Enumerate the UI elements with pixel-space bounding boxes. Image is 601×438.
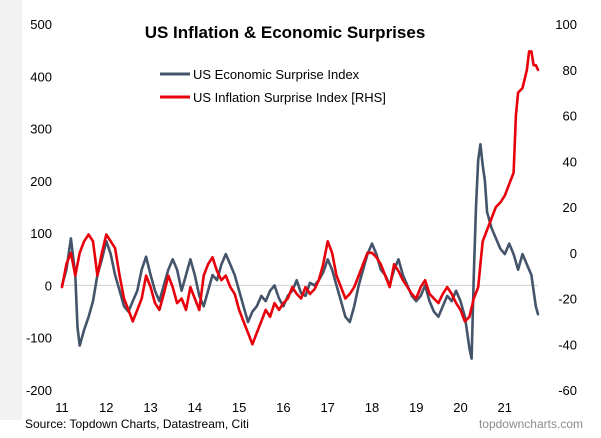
left-tick-label: -100 [26, 331, 52, 346]
left-tick-label: 200 [30, 174, 52, 189]
right-tick-label: -40 [558, 337, 577, 352]
x-tick-label: 14 [188, 400, 202, 415]
x-tick-label: 19 [409, 400, 423, 415]
right-tick-label: 40 [563, 154, 577, 169]
right-tick-label: 100 [555, 17, 577, 32]
right-axis-ticks: 100 80 60 40 20 0 -20 -40 -60 [555, 17, 577, 398]
x-tick-label: 13 [143, 400, 157, 415]
left-margin-panel [0, 0, 22, 420]
series-layer [60, 50, 540, 360]
left-tick-label: 400 [30, 69, 52, 84]
right-tick-label: 20 [563, 200, 577, 215]
series-line-economic-surprise [60, 143, 540, 360]
x-tick-label: 20 [453, 400, 467, 415]
x-tick-label: 21 [498, 400, 512, 415]
right-tick-label: 60 [563, 109, 577, 124]
left-tick-label: 100 [30, 226, 52, 241]
right-tick-label: 0 [570, 246, 577, 261]
legend-label-inflation: US Inflation Surprise Index [RHS] [193, 90, 386, 105]
left-tick-label: 300 [30, 122, 52, 137]
legend: US Economic Surprise Index US Inflation … [160, 67, 386, 105]
x-tick-label: 12 [99, 400, 113, 415]
chart-title: US Inflation & Economic Surprises [145, 23, 426, 42]
left-axis-ticks: 500 400 300 200 100 0 -100 -200 [26, 17, 52, 398]
x-tick-label: 17 [320, 400, 334, 415]
x-axis-ticks: 11 12 13 14 15 16 17 18 19 20 21 [55, 400, 512, 415]
right-tick-label: -60 [558, 383, 577, 398]
legend-label-economic: US Economic Surprise Index [193, 67, 360, 82]
series-line-inflation-surprise [60, 50, 540, 346]
right-tick-label: -20 [558, 292, 577, 307]
left-tick-label: 0 [45, 278, 52, 293]
left-tick-label: -200 [26, 383, 52, 398]
x-tick-label: 18 [365, 400, 379, 415]
x-tick-label: 16 [276, 400, 290, 415]
left-tick-label: 500 [30, 17, 52, 32]
right-tick-label: 80 [563, 63, 577, 78]
x-tick-label: 15 [232, 400, 246, 415]
source-note: Source: Topdown Charts, Datastream, Citi [25, 417, 249, 431]
x-tick-label: 11 [55, 400, 69, 415]
brand-watermark: topdowncharts.com [479, 417, 583, 431]
